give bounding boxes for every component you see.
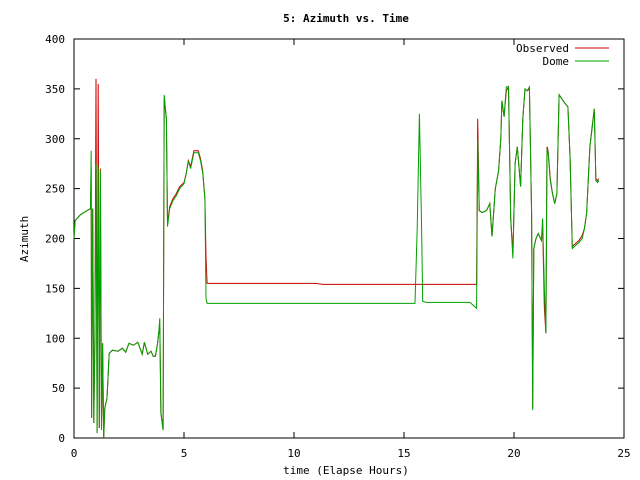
chart-title: 5: Azimuth vs. Time <box>283 12 409 25</box>
legend-label-observed: Observed <box>516 42 569 55</box>
y-tick-label: 150 <box>45 282 65 295</box>
y-axis-label: Azimuth <box>18 216 31 262</box>
y-tick-label: 300 <box>45 133 65 146</box>
x-tick-label: 5 <box>181 447 188 460</box>
y-tick-label: 350 <box>45 83 65 96</box>
y-tick-label: 100 <box>45 332 65 345</box>
y-tick-label: 50 <box>52 382 65 395</box>
x-tick-label: 0 <box>71 447 78 460</box>
x-tick-label: 10 <box>287 447 300 460</box>
series-line-dome <box>73 84 600 439</box>
y-tick-label: 400 <box>45 33 65 46</box>
y-tick-label: 200 <box>45 233 65 246</box>
x-tick-label: 25 <box>617 447 630 460</box>
y-tick-label: 250 <box>45 183 65 196</box>
series-line-observed <box>73 78 600 439</box>
y-tick-label: 0 <box>58 432 65 445</box>
x-axis-label: time (Elapse Hours) <box>283 464 409 477</box>
legend-label-dome: Dome <box>543 55 570 68</box>
series-lines <box>73 78 600 439</box>
x-tick-label: 15 <box>397 447 410 460</box>
x-tick-label: 20 <box>507 447 520 460</box>
